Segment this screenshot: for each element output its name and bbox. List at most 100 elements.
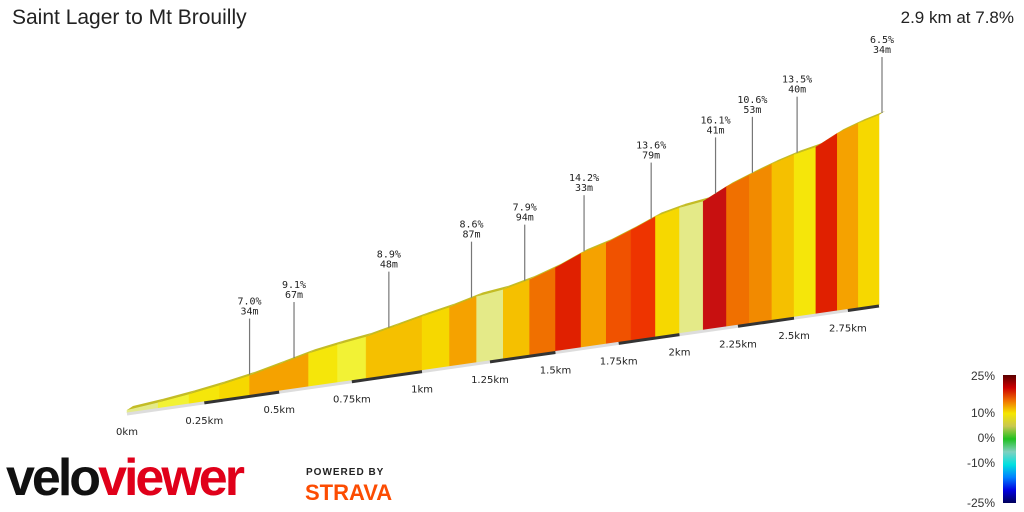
- climb-summary: 2.9 km at 7.8%: [900, 8, 1014, 27]
- x-tick-label: 1.75km: [600, 356, 638, 367]
- annotation-length: 41m: [707, 125, 725, 136]
- annotation-length: 53m: [743, 105, 761, 116]
- profile-segment: [771, 154, 795, 321]
- annotation-gradient: 13.6%: [636, 141, 666, 152]
- annotation-length: 87m: [462, 230, 480, 241]
- gradient-colorbar: 25% 10% 0% -10% -25%: [967, 369, 1016, 510]
- profile-segment: [394, 316, 423, 375]
- axis-segment: [737, 316, 795, 328]
- profile-segment: [605, 229, 632, 345]
- profile-segment: [503, 279, 530, 360]
- x-tick-label: 2.5km: [778, 331, 809, 342]
- profile-segment: [580, 242, 607, 349]
- profile-segment: [555, 252, 582, 352]
- logo-viewer: viewer: [98, 449, 245, 507]
- profile-top-face: [189, 381, 226, 395]
- annotation-length: 94m: [516, 213, 534, 224]
- profile-segment: [476, 289, 504, 364]
- profile-top-face: [422, 303, 456, 317]
- profile-top-face: [449, 292, 483, 308]
- axis-segment: [793, 308, 849, 320]
- profile-top-face: [581, 238, 613, 254]
- profile-top-face: [249, 360, 286, 376]
- colorbar-rect: [1003, 375, 1016, 503]
- profile-top-face: [219, 371, 256, 386]
- profile-segment: [858, 114, 880, 309]
- annotation-gradient: 8.6%: [459, 220, 483, 231]
- profile-segments: [126, 111, 885, 414]
- annotation-gradient: 9.1%: [282, 280, 306, 291]
- colorbar-label-neg25: -25%: [967, 496, 995, 510]
- strava-logo[interactable]: STRAVA: [305, 480, 393, 505]
- profile-top-face: [726, 170, 756, 187]
- profile-segment: [630, 216, 656, 341]
- profile-top-face: [158, 390, 196, 403]
- colorbar-label-neg10: -10%: [967, 456, 995, 470]
- axis-segment: [204, 390, 280, 405]
- powered-by-label: POWERED BY: [306, 467, 385, 478]
- axis-segment: [421, 360, 491, 374]
- profile-top-face: [606, 225, 638, 243]
- profile-top-face: [503, 275, 536, 290]
- profile-segment: [815, 132, 838, 315]
- profile-top-face: [308, 340, 344, 354]
- profile-segment: [278, 353, 309, 392]
- x-tick-label: 2.25km: [719, 339, 757, 350]
- annotation-gradient: 7.9%: [513, 203, 537, 214]
- x-tick-label: 0.5km: [264, 405, 295, 416]
- x-tick-label: 0.25km: [185, 416, 223, 427]
- axis-segment: [351, 370, 423, 384]
- profile-segment: [529, 267, 556, 356]
- axis-segment: [618, 333, 680, 345]
- annotation-gradient: 16.1%: [700, 115, 730, 126]
- profile-segment: [837, 122, 859, 312]
- profile-top-face: [794, 142, 822, 155]
- profile-segment: [449, 296, 477, 367]
- logo-velo: velo: [6, 449, 101, 507]
- page-title: Saint Lager to Mt Brouilly: [12, 6, 247, 29]
- profile-segment: [421, 306, 450, 371]
- profile-segment: [679, 200, 704, 334]
- distance-axis: 0km 0.25km 0.5km 0.75km 1km 1.25km 1.5km 1.75km…: [116, 304, 880, 438]
- annotation-gradient: 8.9%: [377, 250, 401, 261]
- profile-segment: [793, 146, 817, 318]
- veloviewer-logo[interactable]: veloviewer: [6, 449, 245, 507]
- annotation-length: 34m: [241, 307, 259, 318]
- axis-segment: [489, 350, 556, 364]
- x-tick-label: 0.75km: [333, 395, 371, 406]
- profile-segment: [726, 174, 750, 328]
- annotation-gradient: 14.2%: [569, 173, 599, 184]
- x-tick-label: 0km: [116, 427, 138, 438]
- annotations: 7.0%34m9.1%67m8.9%48m8.6%87m7.9%94m14.2%…: [238, 35, 894, 375]
- axis-segment: [279, 380, 353, 394]
- x-tick-label: 1km: [411, 385, 433, 396]
- annotation-length: 67m: [285, 290, 303, 301]
- annotation-gradient: 6.5%: [870, 35, 894, 46]
- annotation-length: 48m: [380, 260, 398, 271]
- profile-top-face: [655, 203, 686, 217]
- profile-segment: [702, 186, 727, 331]
- profile-top-face: [837, 119, 865, 134]
- profile-top-face: [366, 322, 401, 337]
- profile-top-face: [279, 349, 315, 365]
- profile-top-face: [127, 398, 165, 410]
- axis-segment: [679, 324, 739, 337]
- x-tick-label: 1.25km: [471, 375, 509, 386]
- annotation-gradient: 13.5%: [782, 75, 812, 86]
- x-tick-label: 2km: [669, 348, 691, 359]
- annotation-gradient: 7.0%: [238, 297, 262, 308]
- profile-top-face: [815, 129, 844, 147]
- colorbar-label-10: 10%: [971, 406, 995, 420]
- axis-segment: [126, 401, 205, 416]
- annotation-length: 34m: [873, 45, 891, 56]
- profile-top-face: [476, 285, 510, 297]
- profile-top-face: [858, 111, 885, 124]
- profile-top-face: [631, 212, 662, 230]
- annotation-length: 40m: [788, 85, 806, 96]
- annotation-gradient: 10.6%: [737, 95, 767, 106]
- profile-top-face: [679, 197, 710, 208]
- x-tick-label: 1.5km: [540, 365, 571, 376]
- profile-top-face: [749, 159, 778, 175]
- profile-top-face: [703, 182, 733, 202]
